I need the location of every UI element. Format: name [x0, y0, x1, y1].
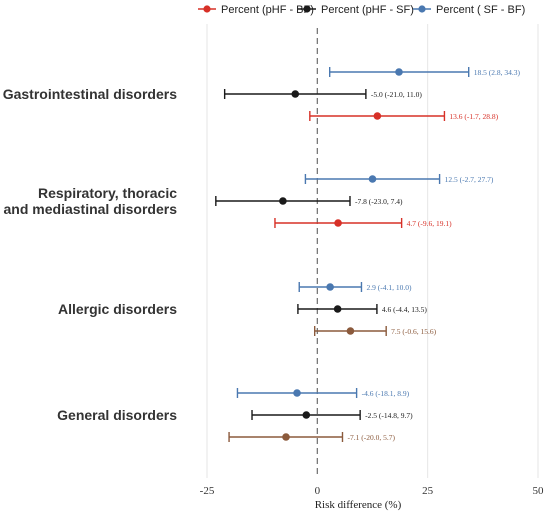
data-label: 2.9 (-4.1, 10.0) [366, 283, 411, 292]
legend-label-pHF_BF: Percent (pHF - BF) [221, 4, 314, 16]
point-estimate [395, 68, 403, 76]
group-label: General disorders [57, 407, 177, 423]
data-label: 13.6 (-1.7, 28.8) [449, 112, 498, 121]
data-label: 4.7 (-9.6, 19.1) [407, 219, 452, 228]
legend-label-SF_BF: Percent ( SF - BF) [436, 4, 525, 16]
group-label: Respiratory, thoracic [38, 185, 177, 201]
group-label: Gastrointestinal disorders [3, 86, 177, 102]
x-axis: Risk difference (%) -25 0 25 50 [200, 485, 544, 511]
data-label: 12.5 (-2.7, 27.7) [445, 175, 494, 184]
plot-marks: 18.5 (2.8, 34.3) -5.0 (-21.0, 11.0) 13.6 (… [215, 67, 521, 442]
point-estimate [291, 90, 300, 98]
point-estimate [279, 197, 287, 205]
grid-lines [206, 24, 539, 478]
x-tick-label: -25 [200, 485, 215, 497]
group-label: Allergic disorders [58, 301, 177, 317]
data-label: -4.6 (-18.1, 8.9) [362, 389, 410, 398]
x-tick-label: 25 [422, 485, 434, 497]
legend-dot-pHF_SF [303, 5, 311, 13]
point-estimate [368, 175, 377, 183]
point-estimate [302, 411, 311, 419]
point-estimate [326, 283, 334, 291]
point-estimate [373, 112, 382, 120]
point-estimate [293, 389, 301, 397]
group-label: and mediastinal disorders [4, 201, 178, 217]
legend-dot-pHF_BF [203, 5, 211, 13]
x-axis-label: Risk difference (%) [315, 499, 402, 511]
point-estimate [282, 433, 290, 441]
data-label: -5.0 (-21.0, 11.0) [371, 90, 422, 99]
data-label: -7.1 (-20.0, 5.7) [347, 433, 395, 442]
point-estimate [333, 305, 342, 313]
point-estimate [334, 219, 342, 227]
data-label: 7.5 (-0.6, 15.6) [391, 327, 436, 336]
legend-dot-SF_BF [418, 5, 426, 13]
data-label: 4.6 (-4.4, 13.5) [382, 305, 427, 314]
point-estimate [346, 327, 355, 335]
group-labels: Gastrointestinal disorders Respiratory, t… [3, 86, 177, 423]
data-label: -7.8 (-23.0, 7.4) [355, 197, 403, 206]
legend-label-pHF_SF: Percent (pHF - SF) [321, 4, 414, 16]
data-label: -2.5 (-14.8, 9.7) [365, 411, 413, 420]
x-tick-label: 50 [533, 485, 545, 497]
legend: Percent (pHF - BF) Percent (pHF - SF) Perc… [198, 4, 525, 16]
data-label: 18.5 (2.8, 34.3) [474, 68, 521, 77]
x-tick-label: 0 [315, 485, 321, 497]
